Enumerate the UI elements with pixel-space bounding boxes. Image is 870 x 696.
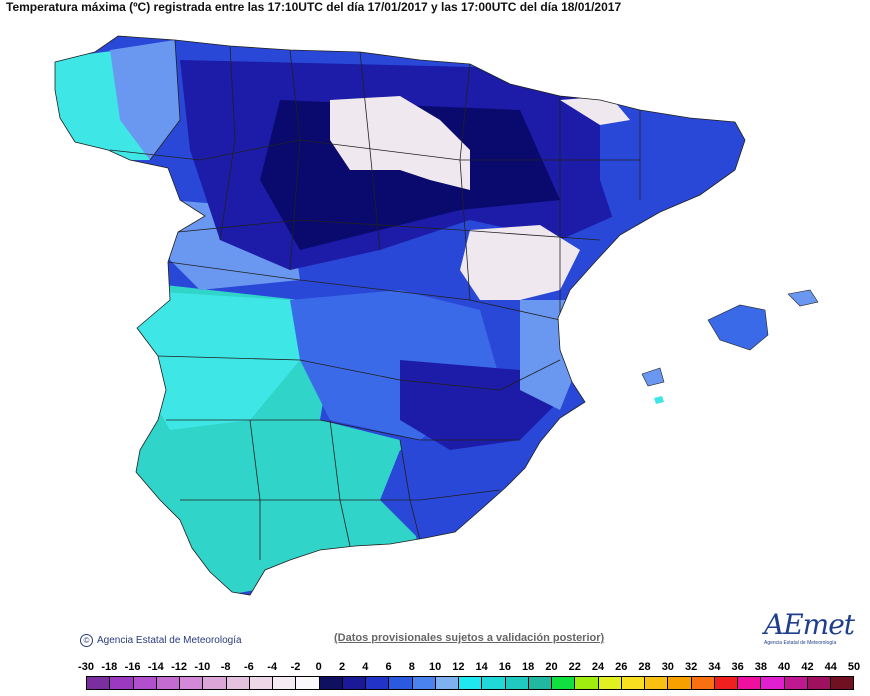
legend-swatch [598,677,622,689]
copyright-icon: © [80,634,93,647]
legend-swatch [389,677,413,689]
legend-label: -30 [78,661,94,673]
region-extremadura-cyan [130,290,300,430]
legend-swatch [528,677,552,689]
copyright-notice: © Agencia Estatal de Meteorología [80,634,242,647]
balearic-islands [641,289,819,404]
legend-label: 26 [615,661,628,673]
temperature-map [0,18,870,628]
legend-label: 50 [847,661,861,673]
legend-label: 8 [408,661,415,673]
disclaimer-text: (Datos provisionales sujetos a validació… [334,632,605,644]
legend-label: -14 [147,661,164,673]
legend-label: 12 [452,661,465,673]
legend-label: 24 [591,661,605,673]
legend-label: 0 [315,661,322,673]
legend-swatch [691,677,715,689]
legend-label: 44 [824,661,837,673]
legend-label: 30 [661,661,674,673]
legend-swatch [87,677,111,689]
legend-label: 40 [778,661,791,673]
legend-swatch [296,677,320,689]
legend-swatch [249,677,273,689]
legend-color-bar [86,676,854,690]
peninsula-outline [54,35,746,596]
legend-swatch [552,677,576,689]
legend-label: 28 [638,661,651,673]
logo-wordmark: AEmet [764,608,855,641]
formentera [654,396,664,404]
aemet-logo: AEmet Agencia Estatal de Meteorología [758,608,855,652]
region-snow-iberian [460,225,580,300]
legend-swatch [645,677,669,689]
legend-swatch [761,677,785,689]
legend-swatch [668,677,692,689]
legend-label: 4 [362,661,369,673]
legend-label: 10 [428,661,442,673]
legend-swatch [482,677,506,689]
map-title: Temperatura máxima (ºC) registrada entre… [6,0,622,14]
logo-subtitle: Agencia Estatal de Meteorología [764,640,837,646]
legend-label: 32 [684,661,698,673]
legend-swatch [621,677,645,689]
ibiza [641,367,665,387]
legend-swatch [412,677,436,689]
legend-swatch [505,677,529,689]
legend-label: -18 [101,661,118,673]
legend-label: -12 [171,661,188,673]
legend-label: 34 [708,661,721,673]
legend-label: 22 [568,661,581,673]
legend-label: 20 [545,661,558,673]
menorca [787,289,819,307]
legend-label: 38 [754,661,768,673]
legend-label: -2 [290,661,301,673]
region-catalonia-blue [600,100,745,240]
legend-swatch [807,677,831,689]
legend-label: 2 [338,661,346,673]
legend-swatch [156,677,180,689]
legend-swatch [714,677,738,689]
legend-swatch [203,677,227,689]
region-snow-cantabrian [330,96,470,190]
legend-swatch [342,677,366,689]
legend-swatch [366,677,390,689]
mallorca [707,304,769,351]
legend-labels: -30 -18 -16 -14 -12 -10 -8 -6 -4 -2 0 2 4 6 8 10 12 14 16 1… [78,661,860,675]
legend-swatch [435,677,459,689]
region-murcia-blue [380,450,500,540]
legend-label: 42 [801,661,814,673]
legend-swatch [180,677,204,689]
legend-swatch [575,677,599,689]
legend-swatch [110,677,134,689]
legend-swatch [459,677,483,689]
legend-swatch [226,677,250,689]
legend-swatch [273,677,297,689]
province-borders [109,39,641,560]
legend-label: -10 [194,661,211,673]
region-galicia-light [110,40,180,160]
legend-label: -8 [220,661,231,673]
copyright-text: Agencia Estatal de Meteorología [97,635,242,646]
legend-swatch [738,677,762,689]
legend-label: -16 [124,661,141,673]
legend-swatch [133,677,157,689]
legend-label: -6 [244,661,254,673]
iberian-peninsula [55,36,745,595]
legend-label: 6 [385,661,392,673]
legend-swatch [784,677,808,689]
legend-label: 18 [522,661,535,673]
legend-label: -4 [267,661,278,673]
legend-swatch [319,677,343,689]
legend-label: 14 [475,661,488,673]
legend-label: 16 [498,661,512,673]
legend-swatch [831,677,854,689]
legend-label: 36 [731,661,744,673]
